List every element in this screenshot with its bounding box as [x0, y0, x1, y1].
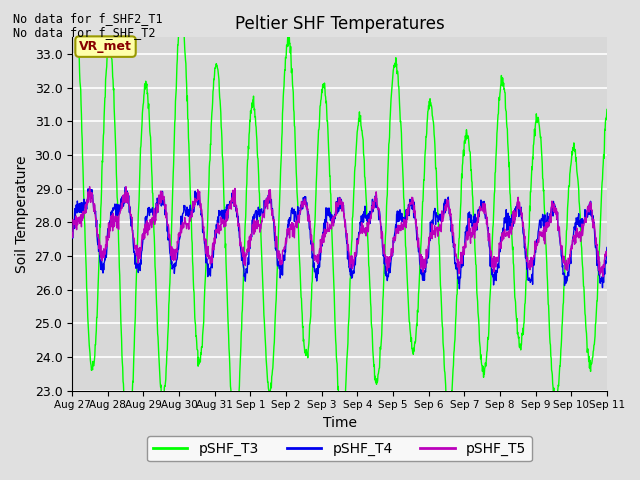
Text: No data for f_SHF2_T1: No data for f_SHF2_T1 [13, 12, 163, 25]
Y-axis label: Soil Temperature: Soil Temperature [15, 155, 29, 273]
Title: Peltier SHF Temperatures: Peltier SHF Temperatures [235, 15, 444, 33]
Text: No data for f_SHF_T2: No data for f_SHF_T2 [13, 26, 156, 39]
Legend: pSHF_T3, pSHF_T4, pSHF_T5: pSHF_T3, pSHF_T4, pSHF_T5 [147, 436, 532, 461]
Text: VR_met: VR_met [79, 40, 132, 53]
X-axis label: Time: Time [323, 416, 356, 430]
